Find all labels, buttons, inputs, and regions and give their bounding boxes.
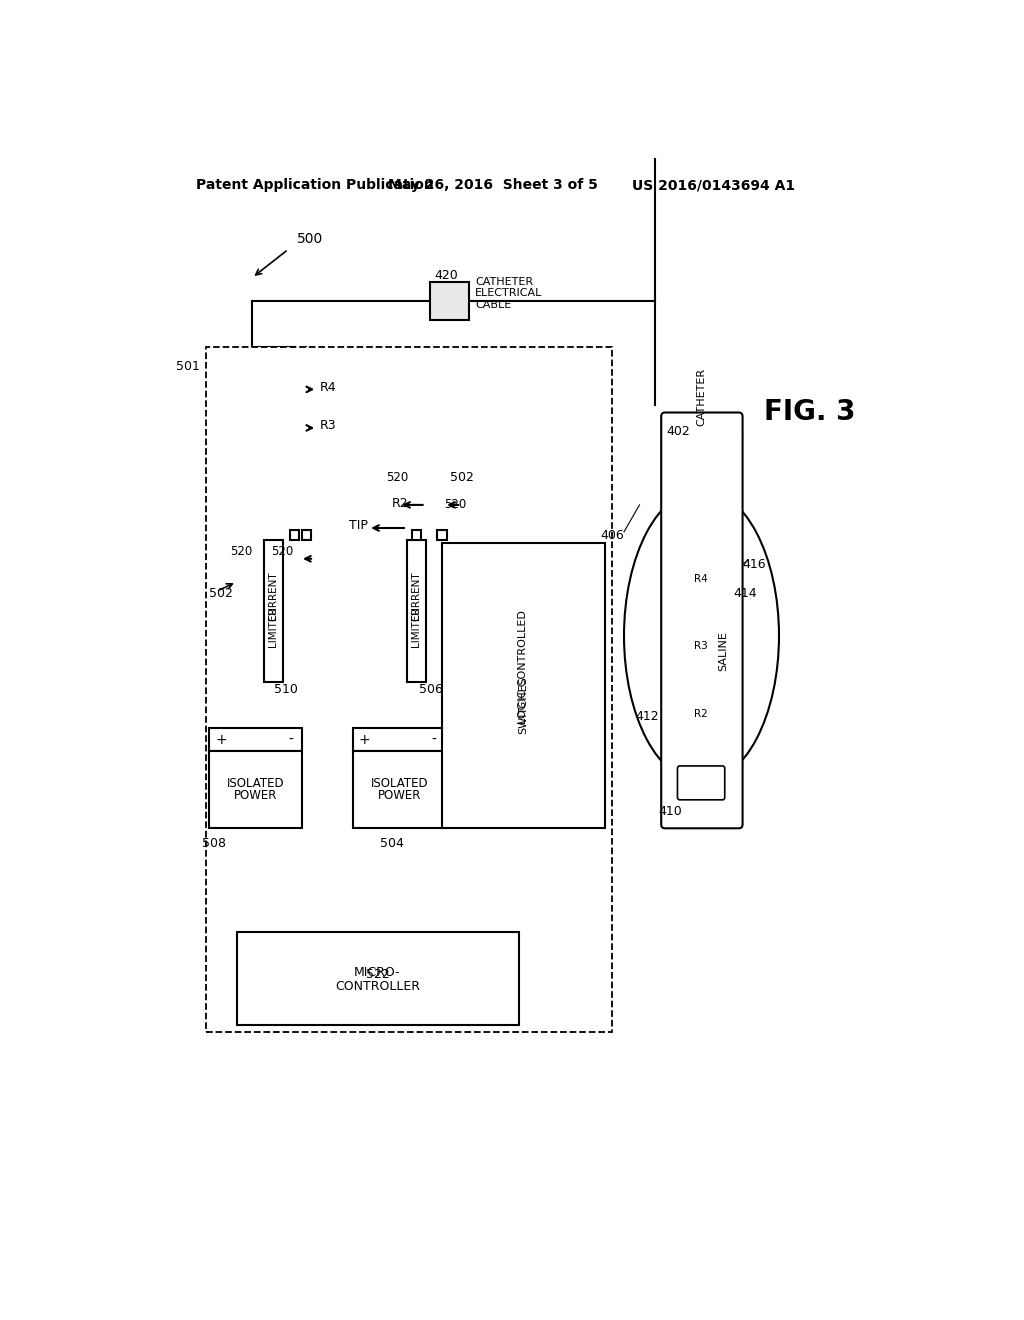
- Bar: [209, 751, 302, 829]
- Text: US 2016/0143694 A1: US 2016/0143694 A1: [632, 178, 795, 193]
- Text: 416: 416: [742, 557, 766, 570]
- Text: 501: 501: [176, 360, 200, 372]
- Text: TIP: TIP: [349, 519, 369, 532]
- Bar: [302, 531, 311, 540]
- Text: 406: 406: [600, 529, 625, 543]
- Text: ELECTRICAL: ELECTRICAL: [475, 288, 543, 298]
- Text: 412: 412: [636, 710, 659, 723]
- Text: R2: R2: [694, 709, 708, 718]
- Bar: [437, 531, 446, 540]
- Bar: [237, 932, 519, 1024]
- Text: 504: 504: [380, 837, 403, 850]
- Text: MICRO-: MICRO-: [354, 966, 400, 979]
- Text: CURRENT: CURRENT: [412, 572, 421, 620]
- Text: 402: 402: [667, 425, 690, 438]
- Text: LIMITER: LIMITER: [268, 606, 278, 647]
- Text: CONTROLLER: CONTROLLER: [335, 979, 420, 993]
- Bar: [206, 347, 612, 1032]
- Bar: [290, 531, 299, 540]
- Text: -: -: [432, 733, 436, 747]
- Text: CURRENT: CURRENT: [268, 572, 278, 620]
- Text: SWITCHES: SWITCHES: [518, 676, 528, 734]
- Text: May 26, 2016  Sheet 3 of 5: May 26, 2016 Sheet 3 of 5: [388, 178, 597, 193]
- Text: 420: 420: [434, 269, 458, 282]
- Text: +: +: [215, 733, 226, 747]
- Text: 522: 522: [366, 968, 389, 981]
- Text: 410: 410: [658, 805, 682, 818]
- Text: SALINE: SALINE: [718, 631, 728, 671]
- Text: CABLE: CABLE: [475, 300, 511, 310]
- Text: 502: 502: [209, 587, 233, 601]
- Text: 520: 520: [444, 499, 467, 511]
- Bar: [412, 531, 421, 540]
- Bar: [263, 540, 283, 682]
- FancyBboxPatch shape: [662, 412, 742, 829]
- Text: 500: 500: [297, 232, 324, 247]
- Bar: [680, 631, 722, 660]
- Text: R4: R4: [694, 574, 708, 583]
- Text: 502: 502: [450, 471, 473, 484]
- Text: FIG. 3: FIG. 3: [764, 399, 855, 426]
- Text: LIMITER: LIMITER: [412, 606, 421, 647]
- Bar: [352, 751, 445, 829]
- Text: CATHETER: CATHETER: [696, 368, 707, 426]
- Text: POWER: POWER: [234, 789, 278, 803]
- Bar: [680, 700, 722, 729]
- Text: 414: 414: [734, 587, 758, 601]
- Text: 520: 520: [386, 471, 409, 484]
- Text: R2: R2: [391, 496, 409, 510]
- FancyBboxPatch shape: [678, 766, 725, 800]
- Text: ISOLATED: ISOLATED: [371, 777, 428, 791]
- Text: R4: R4: [321, 380, 337, 393]
- Bar: [442, 544, 604, 829]
- Text: R3: R3: [321, 418, 337, 432]
- Bar: [430, 281, 469, 321]
- Text: CATHETER: CATHETER: [475, 277, 534, 286]
- Text: R3: R3: [694, 640, 708, 651]
- Bar: [209, 729, 302, 751]
- Bar: [407, 540, 426, 682]
- Text: +: +: [358, 733, 371, 747]
- Text: 510: 510: [273, 684, 298, 696]
- Text: LOGIC CONTROLLED: LOGIC CONTROLLED: [518, 610, 528, 723]
- Text: -: -: [289, 733, 293, 747]
- Text: 508: 508: [202, 837, 225, 850]
- Text: ISOLATED: ISOLATED: [227, 777, 285, 791]
- Text: Patent Application Publication: Patent Application Publication: [197, 178, 434, 193]
- Bar: [680, 564, 722, 594]
- Text: 506: 506: [419, 684, 442, 696]
- Text: 520: 520: [271, 545, 294, 557]
- Text: 520: 520: [229, 545, 252, 557]
- Bar: [352, 729, 445, 751]
- Text: TIP: TIP: [693, 777, 709, 788]
- Text: POWER: POWER: [378, 789, 421, 803]
